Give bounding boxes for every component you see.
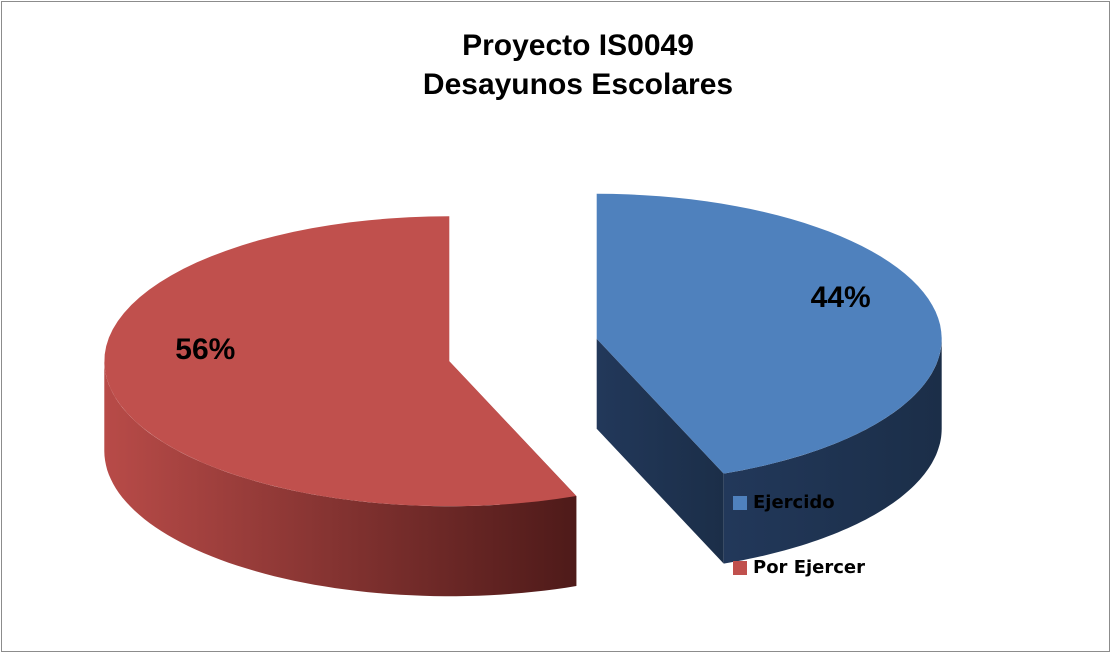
chart-title: Proyecto IS0049 <box>462 29 694 62</box>
slice-side <box>104 361 577 597</box>
legend-label: Ejercido <box>753 492 835 513</box>
legend-swatch <box>733 496 747 510</box>
legend-label: Por Ejercer <box>753 557 865 578</box>
slice-side <box>723 338 942 564</box>
pie-slice <box>596 193 942 474</box>
slice-side <box>596 338 724 564</box>
legend-swatch <box>733 561 747 575</box>
chart-title: Desayunos Escolares <box>423 68 733 101</box>
value-label: 56% <box>175 333 235 366</box>
value-label: 44% <box>811 281 871 314</box>
pie-slice <box>104 216 577 507</box>
